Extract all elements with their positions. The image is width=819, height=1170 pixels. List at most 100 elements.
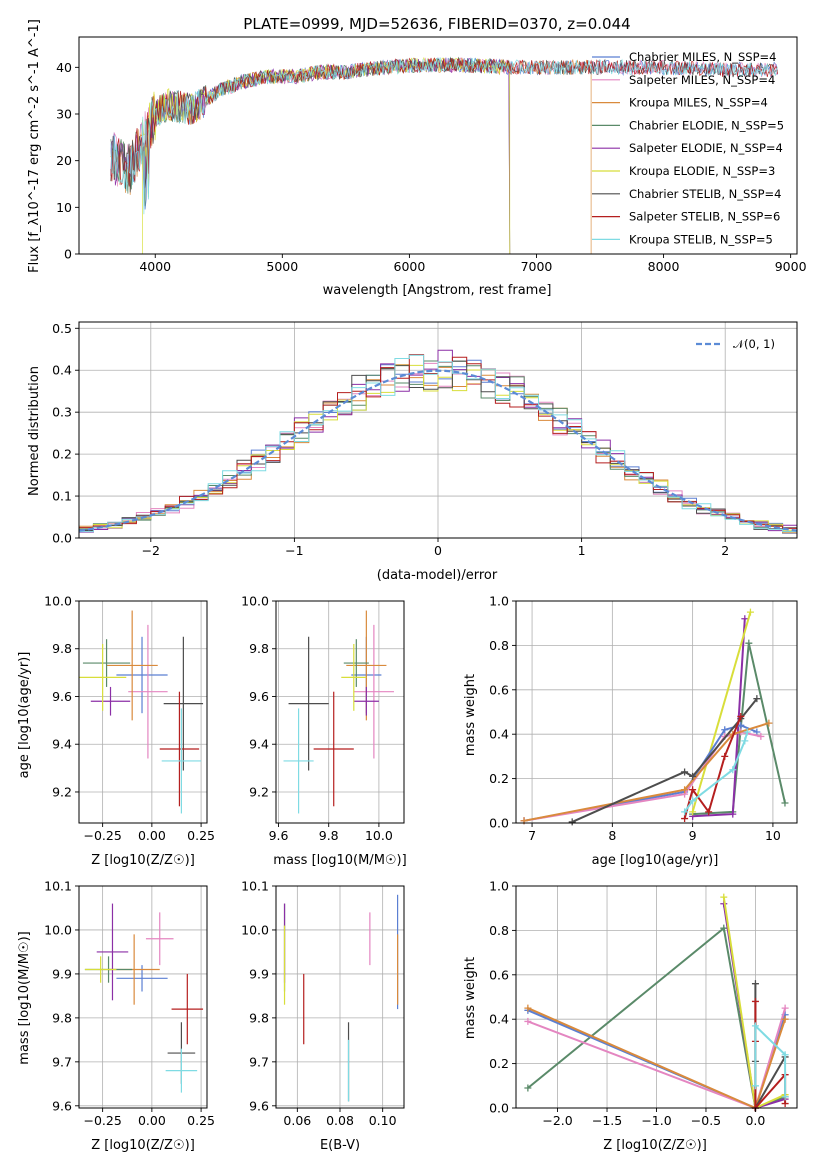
spectrum-legend-label: Chabrier MILES, N_SSP=4 [629,50,776,64]
mass-vs-Z-ytick-label: 10.0 [44,922,72,937]
panel-massweight-vs-age: 7 8 9 10 0.0 0.2 0.4 0.6 0.8 1.0 age [log10(age/y… [463,594,798,868]
errorbar-point [82,639,131,687]
mass-weight-line [691,611,752,813]
residuals-ytick-label: 0.0 [52,531,72,546]
mass-weight-line [754,983,786,1112]
spectrum-legend: Chabrier MILES, N_SSP=4 Salpeter MILES, N… [592,50,784,246]
mass-vs-EBV-ytick-label: 9.6 [249,1098,269,1113]
spectrum-legend-label: Kroupa STELIB, N_SSP=5 [629,232,773,246]
mass-weight-marker [751,997,759,1005]
errorbar-point [171,973,204,1045]
spectrum-line [110,56,511,255]
mass-weight-line [523,722,770,822]
mass-weight-marker [689,786,697,794]
mass-vs-Z-ytick-label: 9.6 [52,1098,72,1113]
errorbar-point [84,956,117,983]
spectrum-line [142,56,511,255]
panel-spectrum: 4000 5000 6000 7000 8000 9000 0 10 20 30 40 wavele… [27,19,807,298]
mass-weight-marker [757,732,765,740]
mass-weight-marker [689,808,697,816]
age-vs-Z-xlabel: Z [log10(Z/Z☉)] [91,853,195,868]
massweight-vs-Z-ytick-label: 0.6 [489,967,509,982]
mass-weight-marker [689,772,697,780]
errorbar-point [79,643,127,711]
age-vs-Z-xtick-label: −0.25 [83,828,121,843]
mass-weight-marker [746,608,754,616]
residuals-xtick-label: −2 [142,543,160,558]
mass-weight-marker [751,1082,759,1090]
mass-vs-Z-ytick-label: 9.7 [52,1054,72,1069]
mass-weight-marker [737,712,745,720]
mass-weight-marker [681,815,689,823]
residuals-xtick-label: 1 [578,543,586,558]
errorbar-point [283,708,314,814]
age-vs-mass-ytick-label: 9.8 [249,641,269,656]
errorbar-point [343,639,369,687]
panel-massweight-vs-Z: −2.0 −1.5 −1.0 −0.5 0.0 0.0 0.2 0.4 0.6 0.8 1.0 Z … [463,879,798,1153]
mass-vs-EBV-ytick-label: 9.9 [249,966,269,981]
massweight-vs-Z-xlabel: Z [log10(Z/Z☉)] [603,1138,707,1153]
errorbar-point [341,643,367,711]
residuals-legend: 𝒩(0, 1) [696,337,775,351]
age-vs-mass-xlabel: mass [log10(M/M☉)] [273,853,406,868]
age-vs-mass-ytick-label: 9.6 [249,689,269,704]
massweight-vs-Z-xtick-label: −0.5 [691,1113,721,1128]
residuals-ytick-label: 0.3 [52,405,72,420]
age-vs-Z-xtick-label: 0.00 [138,828,166,843]
mass-weight-line [527,926,786,1110]
residuals-xtick-label: 0 [434,543,442,558]
panel-residuals: −2 −1 0 1 2 0.0 0.1 0.2 0.3 0.4 0.5 (data-model)/e… [27,321,798,583]
errorbar-point [90,686,131,716]
spectrum-xtick-label: 5000 [266,259,298,274]
mass-vs-EBV-xtick-label: 0.06 [283,1113,311,1128]
massweight-vs-age-ytick-label: 0.4 [489,727,509,742]
mass-weight-marker [741,737,749,745]
age-vs-Z-ytick-label: 9.8 [52,641,72,656]
spectrum-legend-label: Salpeter STELIB, N_SSP=6 [629,210,780,224]
spectrum-xtick-label: 9000 [775,259,807,274]
mass-weight-marker [729,766,737,774]
mass-vs-Z-xtick-label: −0.25 [83,1113,121,1128]
mass-weight-marker [753,695,761,703]
errorbar-point [353,686,379,716]
errorbar-point [161,708,202,814]
spectrum-legend-label: Kroupa ELODIE, N_SSP=3 [629,164,775,178]
residual-histogram [79,354,797,533]
errorbar-point [128,624,168,759]
spectrum-legend-label: Chabrier ELODIE, N_SSP=5 [629,118,784,132]
massweight-vs-age-ytick-label: 0.8 [489,638,509,653]
age-vs-Z-ytick-label: 10.0 [44,594,72,609]
mass-weight-marker [743,728,751,736]
mass-vs-EBV-xtick-label: 0.08 [326,1113,354,1128]
mass-weight-marker [781,1015,789,1023]
massweight-vs-age-xlabel: age [log10(age/yr)] [592,853,719,868]
mass-weight-marker [705,808,713,816]
massweight-vs-Z-ytick-label: 0.2 [489,1056,509,1071]
massweight-vs-Z-xtick-label: −1.5 [592,1113,622,1128]
mass-weight-marker [781,1004,789,1012]
mass-vs-Z-ylabel: mass [log10(M/M☉)] [17,931,32,1064]
mass-weight-marker [751,1022,759,1030]
spectrum-ytick-label: 0 [64,247,72,262]
spectrum-legend-label: Salpeter MILES, N_SSP=4 [629,73,775,87]
errorbar-point [145,912,174,966]
errorbar-point [96,903,129,1001]
mass-weight-marker [781,1100,789,1108]
mass-weight-marker [765,719,773,727]
errorbar-point [116,636,168,714]
errorbar-point [288,636,329,771]
spectrum-ylabel: Flux [f_λ10^-17 erg cm^-2 s^-1 A^-1] [27,19,42,273]
age-vs-mass-ytick-label: 9.4 [249,737,269,752]
errorbar-point [165,1048,198,1093]
residuals-xtick-label: 2 [721,543,729,558]
panel-mass-vs-EBV: 0.06 0.08 0.10 9.6 9.7 9.8 9.9 10.0 10.1 E(B-V) [241,879,405,1153]
spectrum-legend-label: Chabrier STELIB, N_SSP=4 [629,187,781,201]
massweight-vs-age-xtick-label: 9 [689,828,697,843]
mass-vs-Z-ytick-label: 9.8 [52,1010,72,1025]
mass-weight-marker [720,924,728,932]
errorbar-point [163,636,204,771]
massweight-vs-age-ytick-label: 0.0 [489,816,509,831]
residuals-xtick-label: −1 [285,543,303,558]
residuals-ylabel: Normed distribution [27,366,42,496]
mass-weight-marker [681,768,689,776]
